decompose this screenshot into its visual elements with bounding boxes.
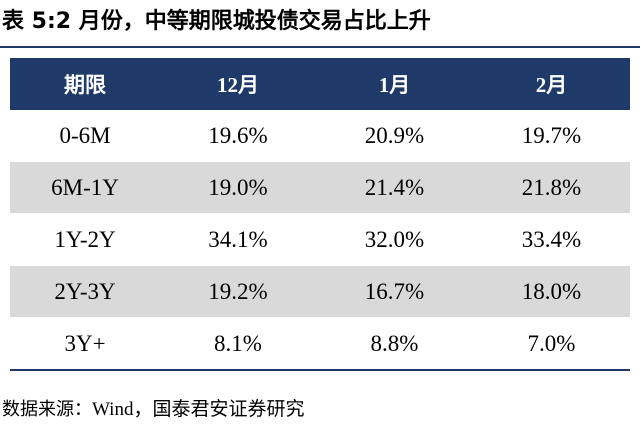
source-value: Wind，国泰君安证券研究 xyxy=(92,399,305,420)
header-jan: 1月 xyxy=(316,58,473,110)
cell-value: 19.2% xyxy=(160,265,316,318)
header-feb: 2月 xyxy=(473,58,630,110)
cell-value: 19.7% xyxy=(473,110,630,162)
cell-value: 21.4% xyxy=(316,161,473,214)
cell-value: 8.8% xyxy=(316,317,473,371)
cell-value: 34.1% xyxy=(160,213,316,266)
row-term: 3Y+ xyxy=(10,317,160,371)
table-row: 3Y+ 8.1% 8.8% 7.0% xyxy=(10,317,630,371)
table-row: 0-6M 19.6% 20.9% 19.7% xyxy=(10,110,630,162)
row-term: 1Y-2Y xyxy=(10,213,160,266)
table-row: 6M-1Y 19.0% 21.4% 21.8% xyxy=(10,161,630,214)
table-title: 表 5:2 月份，中等期限城投债交易占比上升 xyxy=(2,9,431,34)
table-header-row: 期限 12月 1月 2月 xyxy=(10,58,630,110)
source-note: 数据来源：Wind，国泰君安证券研究 xyxy=(2,396,304,424)
header-dec: 12月 xyxy=(160,58,316,110)
cell-value: 19.0% xyxy=(160,161,316,214)
table-row: 2Y-3Y 19.2% 16.7% 18.0% xyxy=(10,265,630,318)
table-row: 1Y-2Y 34.1% 32.0% 33.4% xyxy=(10,213,630,266)
cell-value: 18.0% xyxy=(473,265,630,318)
cell-value: 8.1% xyxy=(160,317,316,371)
header-term: 期限 xyxy=(10,58,160,110)
cell-value: 7.0% xyxy=(473,317,630,371)
cell-value: 16.7% xyxy=(316,265,473,318)
row-term: 6M-1Y xyxy=(10,161,160,214)
row-term: 0-6M xyxy=(10,110,160,162)
cell-value: 21.8% xyxy=(473,161,630,214)
cell-value: 19.6% xyxy=(160,110,316,162)
source-label: 数据来源： xyxy=(2,399,92,420)
cell-value: 20.9% xyxy=(316,110,473,162)
cell-value: 33.4% xyxy=(473,213,630,266)
cell-value: 32.0% xyxy=(316,213,473,266)
title-divider xyxy=(0,46,640,48)
bond-trading-share-table: 期限 12月 1月 2月 0-6M 19.6% 20.9% 19.7% 6M-1… xyxy=(10,58,630,371)
row-term: 2Y-3Y xyxy=(10,265,160,318)
